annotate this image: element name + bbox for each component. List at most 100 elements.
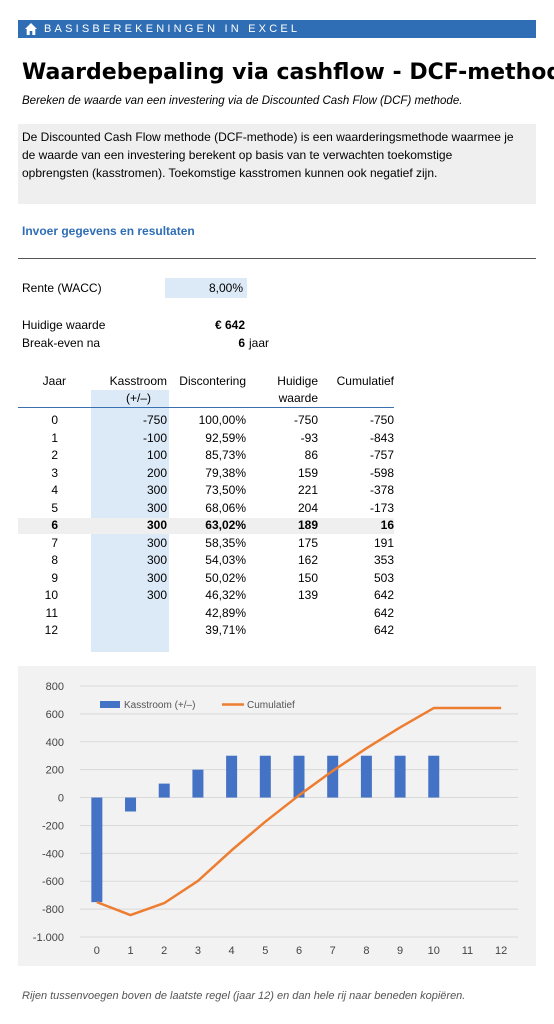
table-cell-disc: 79,38% xyxy=(205,465,246,480)
table-cell-kas[interactable]: 300 xyxy=(146,500,167,515)
table-cell-disc: 42,89% xyxy=(205,605,246,620)
table-cell-cum: -598 xyxy=(369,465,394,480)
table-cell-kas[interactable]: 300 xyxy=(146,570,167,585)
cumulative-line xyxy=(96,706,502,917)
table-cell-disc: 54,03% xyxy=(205,553,246,567)
table-row: 6 300 63,02% 189 16 xyxy=(18,518,394,534)
table-cell-cum: -173 xyxy=(369,500,394,515)
footnote: Rijen tussenvoegen boven de laatste rege… xyxy=(22,990,466,1002)
table-cell-jaar: 9 xyxy=(51,570,58,585)
pv-value: € 642 xyxy=(214,318,245,332)
bar xyxy=(158,783,170,798)
table-cell-kas[interactable]: 100 xyxy=(146,448,167,462)
table-cell-kas[interactable]: -100 xyxy=(142,430,167,445)
table-cell-cum: 353 xyxy=(373,553,394,567)
bar xyxy=(125,797,137,812)
y-tick-label: 200 xyxy=(46,765,64,777)
y-tick-label: 800 xyxy=(46,681,64,693)
table-cell-disc: 63,02% xyxy=(205,518,246,532)
breakeven-unit: jaar xyxy=(249,336,270,350)
table-cell-kas[interactable]: 300 xyxy=(146,483,167,497)
breakeven-label: Break-even na xyxy=(22,336,101,350)
table-cell-kas[interactable]: 300 xyxy=(146,518,167,532)
table-cell-jaar: 0 xyxy=(51,413,58,427)
header-kasstroom-sign: (+/–) xyxy=(125,391,151,405)
table-cell-disc: 100,00% xyxy=(198,413,246,427)
table-cell-kas[interactable]: -750 xyxy=(142,413,167,427)
y-tick-label: 600 xyxy=(46,709,64,721)
x-tick-label: 4 xyxy=(229,945,235,957)
bar xyxy=(259,755,271,798)
table-cell-pv: 189 xyxy=(297,518,318,532)
table-cell-jaar: 12 xyxy=(44,623,58,637)
table-cell-cum: -757 xyxy=(369,448,394,462)
legend-swatch-kasstroom xyxy=(100,701,120,708)
y-tick-label: -800 xyxy=(42,904,64,916)
table-row: 0 -750 100,00% -750 -750 xyxy=(18,413,394,429)
y-tick-label: 0 xyxy=(58,793,64,805)
page-subtitle: Bereken de waarde van een investering vi… xyxy=(22,95,463,107)
table-cell-pv: -93 xyxy=(300,430,318,445)
header-kasstroom: Kasstroom xyxy=(109,374,167,388)
table-cell-cum: 642 xyxy=(373,623,394,637)
table-cell-kas[interactable]: 200 xyxy=(146,465,167,480)
x-tick-label: 1 xyxy=(127,945,133,957)
table-cell-kas[interactable]: 300 xyxy=(146,535,167,550)
table-cell-jaar: 6 xyxy=(51,518,58,532)
x-tick-label: 6 xyxy=(296,945,302,957)
x-tick-label: 11 xyxy=(462,945,473,957)
table-header-line xyxy=(18,407,394,408)
table-cell-disc: 68,06% xyxy=(205,500,246,515)
table-row: 2 100 85,73% 86 -757 xyxy=(18,448,394,464)
table-cell-jaar: 4 xyxy=(51,483,58,497)
table-cell-kas[interactable]: 300 xyxy=(146,588,167,602)
table-cell-cum: -843 xyxy=(369,430,394,445)
y-tick-label: -600 xyxy=(42,876,64,888)
table-row: 11 42,89% 642 xyxy=(18,606,394,622)
pv-label: Huidige waarde xyxy=(22,318,106,332)
table-cell-pv: 150 xyxy=(297,570,318,585)
table-cell-disc: 46,32% xyxy=(205,588,246,602)
home-icon[interactable] xyxy=(24,22,38,36)
table-cell-cum: -378 xyxy=(369,483,394,497)
bar xyxy=(192,769,204,798)
table-cell-cum: 503 xyxy=(373,570,394,585)
y-tick-label: -400 xyxy=(42,848,64,860)
table-row: 8 300 54,03% 162 353 xyxy=(18,553,394,569)
page-title: Waardebepaling via cashflow - DCF-method… xyxy=(22,60,554,85)
bar xyxy=(394,755,406,798)
banner: BASISBEREKENINGEN IN EXCEL xyxy=(18,20,536,38)
description-text: De Discounted Cash Flow methode (DCF-met… xyxy=(22,130,514,180)
x-tick-label: 3 xyxy=(195,945,201,957)
table-cell-kas[interactable]: 300 xyxy=(146,553,167,567)
header-jaar: Jaar xyxy=(42,374,66,388)
chart-area: 800 600 400 200 0 -200 -400 -600 -800 -1.000 0 1 2 3 4… xyxy=(18,666,536,966)
x-tick-label: 8 xyxy=(363,945,369,957)
header-waarde: waarde xyxy=(278,391,318,405)
banner-title: BASISBEREKENINGEN IN EXCEL xyxy=(44,23,301,35)
table-row: 12 39,71% 642 xyxy=(18,623,394,639)
table-row: 4 300 73,50% 221 -378 xyxy=(18,483,394,499)
x-tick-label: 9 xyxy=(397,945,403,957)
y-tick-label: -1.000 xyxy=(33,932,64,944)
table-cell-disc: 58,35% xyxy=(205,535,246,550)
bar xyxy=(293,755,305,798)
table-cell-pv: 221 xyxy=(297,483,318,497)
table-cell-pv: -750 xyxy=(293,413,318,427)
table-cell-disc: 50,02% xyxy=(205,570,246,585)
divider xyxy=(18,258,536,259)
table-row: 9 300 50,02% 150 503 xyxy=(18,571,394,587)
table-cell-pv: 86 xyxy=(304,448,318,462)
table-row: 10 300 46,32% 139 642 xyxy=(18,588,394,604)
table-cell-pv: 159 xyxy=(297,465,318,480)
x-tick-label: 5 xyxy=(262,945,268,957)
table-row: 5 300 68,06% 204 -173 xyxy=(18,501,394,517)
table-cell-pv: 139 xyxy=(297,588,318,602)
table-cell-cum: 16 xyxy=(380,518,394,532)
bar xyxy=(327,755,339,798)
table-cell-cum: 642 xyxy=(373,605,394,620)
rate-input[interactable]: 8,00% xyxy=(165,278,247,298)
table-row: 1 -100 92,59% -93 -843 xyxy=(18,431,394,447)
legend-label-cumulatief: Cumulatief xyxy=(247,700,295,711)
